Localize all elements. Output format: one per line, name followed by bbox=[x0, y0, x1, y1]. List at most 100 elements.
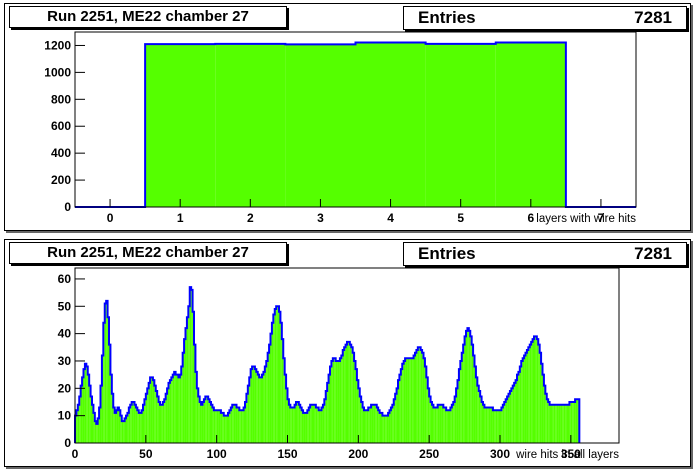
histogram-bin bbox=[352, 352, 355, 443]
histogram-bin bbox=[116, 410, 118, 443]
histogram-bin bbox=[341, 355, 343, 443]
histogram-bin bbox=[534, 336, 536, 443]
histogram-bin bbox=[399, 374, 401, 443]
histogram-bin bbox=[463, 344, 465, 443]
histogram-bin bbox=[118, 410, 121, 443]
histogram-bin bbox=[184, 339, 186, 443]
histogram-bin bbox=[412, 358, 414, 443]
histogram-bin bbox=[191, 289, 193, 443]
histogram-bin bbox=[151, 377, 153, 443]
histogram-bin bbox=[372, 404, 374, 443]
histogram-bin bbox=[199, 401, 202, 443]
histogram-bin bbox=[351, 347, 353, 443]
histogram-bin bbox=[141, 410, 143, 443]
histogram-bin bbox=[230, 407, 233, 443]
histogram-bin bbox=[114, 412, 117, 443]
histogram-bin bbox=[237, 407, 240, 443]
histogram-bin bbox=[138, 412, 141, 443]
histogram-bin bbox=[301, 410, 304, 443]
histogram-bin bbox=[348, 341, 350, 443]
histogram-bin bbox=[344, 347, 346, 443]
histogram-bin bbox=[531, 341, 533, 443]
histogram-bin bbox=[439, 404, 441, 443]
histogram-bin bbox=[313, 404, 315, 443]
histogram-bin bbox=[182, 352, 185, 443]
histogram-title: Run 2251, ME22 chamber 27 bbox=[9, 6, 287, 28]
histogram-bin bbox=[246, 393, 248, 443]
histogram-bin bbox=[165, 393, 168, 443]
histogram-bin bbox=[388, 412, 390, 443]
histogram-bin bbox=[223, 415, 226, 443]
histogram-bin bbox=[113, 407, 115, 443]
histogram-bin bbox=[495, 42, 566, 207]
histogram-bin bbox=[247, 385, 250, 443]
histogram-bin bbox=[400, 369, 403, 443]
histogram-bin bbox=[186, 317, 189, 443]
histogram-bin bbox=[179, 374, 182, 443]
histogram-bin bbox=[128, 407, 131, 443]
histogram-bin bbox=[519, 366, 522, 443]
x-tick-label: 6 bbox=[527, 211, 534, 225]
histogram-bin bbox=[456, 388, 458, 443]
histogram-bin bbox=[494, 410, 496, 443]
y-tick-label: 600 bbox=[51, 119, 71, 133]
histogram-bin bbox=[235, 404, 237, 443]
histogram-bin bbox=[487, 407, 489, 443]
histogram-bin bbox=[548, 401, 550, 443]
histogram-bin bbox=[160, 404, 162, 443]
y-tick-label: 200 bbox=[51, 173, 71, 187]
histogram-bin bbox=[539, 352, 542, 443]
histogram-bin bbox=[320, 410, 322, 443]
histogram-bin bbox=[420, 350, 423, 443]
histogram-bin bbox=[406, 358, 408, 443]
histogram-bin bbox=[177, 374, 179, 443]
histogram-bin bbox=[291, 407, 294, 443]
histogram-bin bbox=[133, 401, 135, 443]
histogram-bin bbox=[490, 407, 492, 443]
histogram-bin bbox=[263, 371, 265, 443]
histogram-bin bbox=[480, 396, 482, 443]
stats-entries-value: 7281 bbox=[634, 244, 672, 263]
histogram-bin bbox=[76, 410, 78, 443]
histogram-bin bbox=[242, 410, 244, 443]
histogram-bin bbox=[104, 303, 107, 443]
histogram-bin bbox=[297, 401, 299, 443]
histogram-bin bbox=[260, 377, 262, 443]
histogram-bin bbox=[256, 371, 258, 443]
histogram-bin bbox=[154, 385, 156, 443]
histogram-bin bbox=[424, 366, 427, 443]
histogram-bin bbox=[471, 344, 474, 443]
histogram-bin bbox=[253, 366, 255, 443]
histogram-bin bbox=[168, 382, 170, 443]
histogram-bin bbox=[419, 347, 421, 443]
y-tick-label: 40 bbox=[58, 327, 72, 341]
histogram-bin bbox=[175, 374, 177, 443]
histogram-bin bbox=[324, 399, 326, 443]
histogram-bin bbox=[398, 380, 400, 443]
histogram-bin bbox=[331, 360, 333, 443]
y-tick-label: 10 bbox=[58, 409, 72, 423]
histogram-bin bbox=[101, 355, 104, 443]
x-tick-label: 1 bbox=[177, 211, 184, 225]
histogram-bin bbox=[134, 404, 136, 443]
histogram-bin bbox=[389, 410, 391, 443]
histogram-bin bbox=[212, 407, 214, 443]
histogram-bin bbox=[555, 404, 557, 443]
histogram-bin bbox=[240, 410, 243, 443]
histogram-bin bbox=[219, 410, 221, 443]
histogram-bin bbox=[84, 363, 87, 443]
histogram-bin bbox=[110, 374, 112, 443]
histogram-bin bbox=[449, 410, 451, 443]
x-tick-label: 200 bbox=[348, 447, 368, 461]
histogram-bin bbox=[565, 404, 567, 443]
histogram-bin bbox=[286, 388, 288, 443]
histogram-bin bbox=[522, 358, 525, 443]
histogram-bin bbox=[393, 399, 396, 443]
layers-histogram-pad: 0 200 400 600 800 1000 1200 0 1 2 3 4 5 6 7 layers with… bbox=[4, 3, 691, 231]
histogram-bin bbox=[434, 407, 437, 443]
histogram-bin bbox=[267, 352, 270, 443]
histogram-bin bbox=[378, 410, 380, 443]
histogram-bin bbox=[454, 396, 457, 443]
histogram-bin bbox=[293, 407, 295, 443]
